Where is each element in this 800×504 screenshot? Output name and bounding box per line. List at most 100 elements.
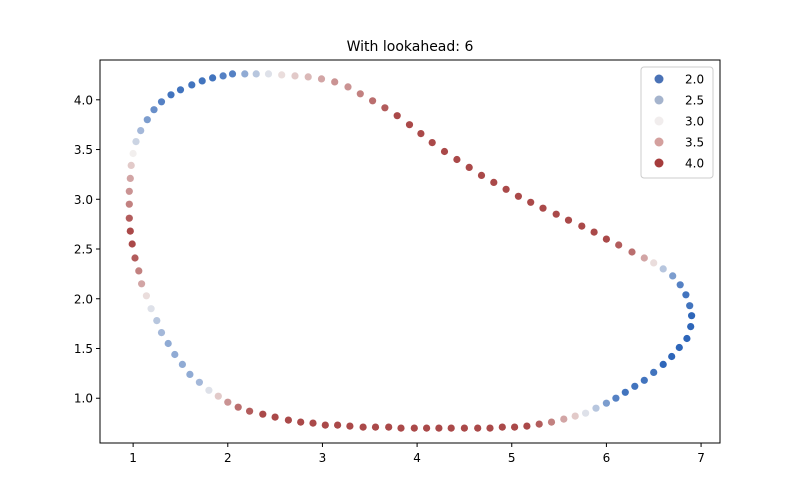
data-point: [271, 413, 279, 421]
data-point: [264, 70, 273, 78]
data-point: [331, 78, 339, 86]
data-point: [157, 98, 166, 106]
data-point: [688, 312, 696, 320]
data-point: [440, 147, 449, 156]
data-point: [675, 343, 683, 352]
data-point: [612, 394, 620, 402]
data-point: [417, 130, 425, 138]
y-tick-label: 2.0: [74, 292, 93, 306]
data-point: [659, 360, 667, 368]
data-point: [428, 139, 436, 147]
legend-box: [640, 66, 714, 179]
data-point: [615, 241, 623, 249]
data-point: [465, 163, 473, 171]
data-point: [668, 352, 676, 361]
data-point: [135, 267, 143, 275]
data-point: [564, 216, 573, 224]
data-point: [686, 302, 694, 310]
data-point: [178, 360, 186, 368]
legend-marker: [654, 116, 664, 126]
data-point: [640, 254, 648, 262]
data-point: [405, 121, 414, 129]
x-tick-label: 1: [129, 451, 137, 465]
data-point: [153, 317, 161, 325]
data-point: [397, 424, 405, 432]
data-point: [164, 339, 172, 348]
data-point: [147, 305, 155, 313]
data-point: [344, 83, 352, 91]
data-point: [188, 81, 196, 89]
data-point: [687, 323, 695, 331]
data-point: [297, 418, 305, 426]
data-point: [219, 72, 227, 80]
x-tick-label: 4: [413, 451, 421, 465]
data-point: [214, 392, 222, 400]
data-point: [369, 97, 377, 105]
data-point: [385, 423, 393, 431]
data-point: [127, 161, 135, 169]
data-point: [477, 171, 486, 179]
data-point: [138, 280, 146, 288]
y-tick-label: 2.5: [74, 243, 93, 257]
data-point: [460, 424, 468, 432]
x-tick-label: 2: [224, 451, 232, 465]
data-point: [234, 403, 242, 411]
chart-title: With lookahead: 6: [347, 39, 474, 55]
data-point: [128, 240, 136, 248]
data-point: [224, 398, 232, 406]
data-point: [157, 329, 166, 337]
data-point: [486, 424, 494, 432]
x-tick-label: 7: [697, 451, 705, 465]
data-point: [590, 228, 598, 236]
data-point: [650, 259, 658, 267]
data-point: [435, 424, 443, 432]
data-point: [171, 350, 179, 359]
data-point: [560, 415, 568, 423]
data-point: [631, 382, 639, 390]
data-point: [284, 416, 292, 424]
data-point: [539, 204, 547, 212]
data-point: [186, 370, 194, 378]
data-point: [514, 192, 523, 200]
data-point: [683, 334, 691, 343]
data-point: [176, 86, 185, 94]
legend: 2.0 2.5 3.0 3.5 4.0: [640, 66, 714, 179]
data-point: [669, 272, 677, 280]
data-point: [490, 178, 498, 186]
data-point: [502, 185, 510, 193]
data-point: [228, 70, 237, 78]
data-point: [602, 399, 611, 407]
y-tick-label: 1.5: [74, 342, 93, 356]
data-point: [602, 235, 611, 243]
legend-label: 4.0: [685, 157, 704, 171]
data-point: [650, 368, 658, 376]
data-point: [592, 404, 600, 412]
data-point: [510, 423, 519, 431]
data-point: [356, 90, 364, 98]
data-point: [527, 198, 535, 206]
data-point: [137, 127, 145, 135]
data-point: [198, 77, 206, 85]
data-point: [259, 410, 267, 418]
data-point: [131, 254, 139, 262]
data-point: [628, 248, 636, 256]
data-point: [578, 222, 586, 230]
data-point: [447, 424, 455, 432]
x-tick-label: 6: [603, 451, 611, 465]
legend-marker: [654, 158, 664, 168]
data-point: [346, 422, 354, 430]
legend-label: 3.5: [685, 136, 704, 150]
data-point: [126, 174, 134, 182]
data-point: [498, 423, 506, 431]
data-point: [410, 424, 418, 432]
data-point: [582, 409, 590, 417]
data-point: [129, 149, 137, 158]
data-point: [381, 104, 389, 112]
data-point: [547, 418, 556, 426]
data-point: [640, 376, 648, 384]
y-tick-label: 4.0: [74, 93, 93, 107]
data-point: [167, 91, 175, 99]
legend-marker: [654, 137, 664, 147]
data-point: [552, 210, 560, 218]
